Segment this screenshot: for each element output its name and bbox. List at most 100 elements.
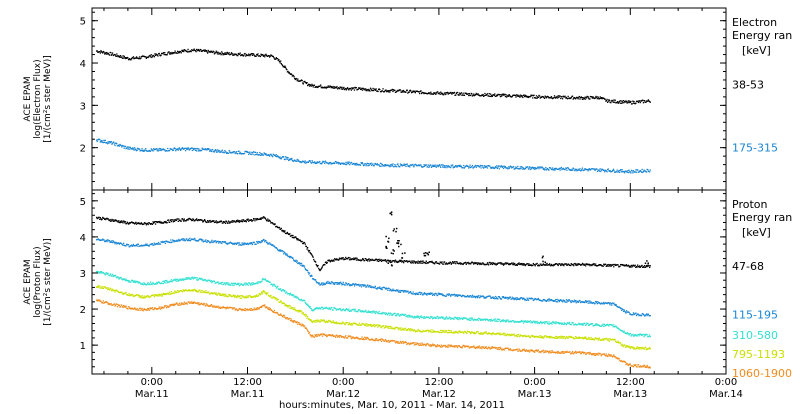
data-point [448,165,449,166]
data-point [596,169,597,170]
data-point [539,95,540,96]
data-point [176,292,177,293]
data-point [437,91,438,92]
data-point [525,168,526,169]
data-point [202,290,203,291]
data-point [413,317,414,318]
data-point [188,239,189,240]
data-point [302,80,303,81]
data-point [546,321,547,322]
data-point [538,97,539,98]
data-point [544,98,545,99]
data-point [309,319,310,320]
data-point [343,282,344,283]
data-point [114,54,115,55]
data-point [238,220,239,221]
data-point [252,154,253,155]
data-point [440,167,441,168]
data-point [121,222,122,223]
data-point [202,239,203,240]
data-point [613,303,614,304]
data-point [272,156,273,157]
data-point [208,222,209,223]
data-point [431,166,432,167]
data-point [217,53,218,54]
data-point [267,220,268,221]
data-point [103,140,104,141]
data-point [545,169,546,170]
data-point [119,57,120,58]
data-point [244,153,245,154]
data-point [528,168,529,169]
data-point [469,296,470,297]
data-point [585,98,586,99]
data-point [392,163,393,164]
data-point [230,54,231,55]
data-point [505,320,506,321]
data-point [379,286,380,287]
data-point [232,283,233,284]
data-point [112,220,113,221]
data-point [164,281,165,282]
data-point [387,288,388,289]
data-point [473,94,474,95]
data-point [164,52,165,53]
data-point [600,96,601,97]
data-point [532,298,533,299]
data-point [314,322,315,323]
data-point [132,295,133,296]
data-point [260,294,261,295]
data-point [458,317,459,318]
data-point [387,90,388,91]
data-point [589,168,590,169]
data-point [118,222,119,223]
data-point [609,304,610,305]
data-point [511,298,512,299]
data-point [116,56,117,57]
data-point [413,262,414,263]
data-point [289,308,290,309]
data-point [175,148,176,149]
data-point [135,58,136,59]
data-point [538,298,539,299]
data-point [407,90,408,91]
data-point [610,102,611,103]
data-point [412,164,413,165]
data-point [578,98,579,99]
data-point [227,284,228,285]
data-point [260,219,261,220]
data-point [343,257,344,258]
data-point [199,50,200,51]
data-point [108,218,109,219]
data-point [210,220,211,221]
data-point [636,266,637,267]
data-point [307,270,308,271]
data-point [158,294,159,295]
data-point [281,228,282,229]
data-point [365,165,366,166]
data-point [394,313,395,314]
data-point [650,265,651,266]
data-point [469,320,470,321]
y-tick-label: 2 [80,144,86,155]
data-point [382,90,383,91]
data-point [420,294,421,295]
data-point [564,300,565,301]
data-point [620,169,621,170]
data-point [487,167,488,168]
data-point [589,98,590,99]
data-point [380,166,381,167]
data-point [216,150,217,151]
data-point [247,283,248,284]
data-point [567,98,568,99]
data-point [192,220,193,221]
data-point [122,279,123,280]
data-point [112,52,113,53]
data-point [318,268,319,269]
data-point [535,321,536,322]
data-point [604,171,605,172]
data-point [399,290,400,291]
data-point [560,170,561,171]
y-tick-label: 3 [80,269,86,280]
data-point [308,162,309,163]
